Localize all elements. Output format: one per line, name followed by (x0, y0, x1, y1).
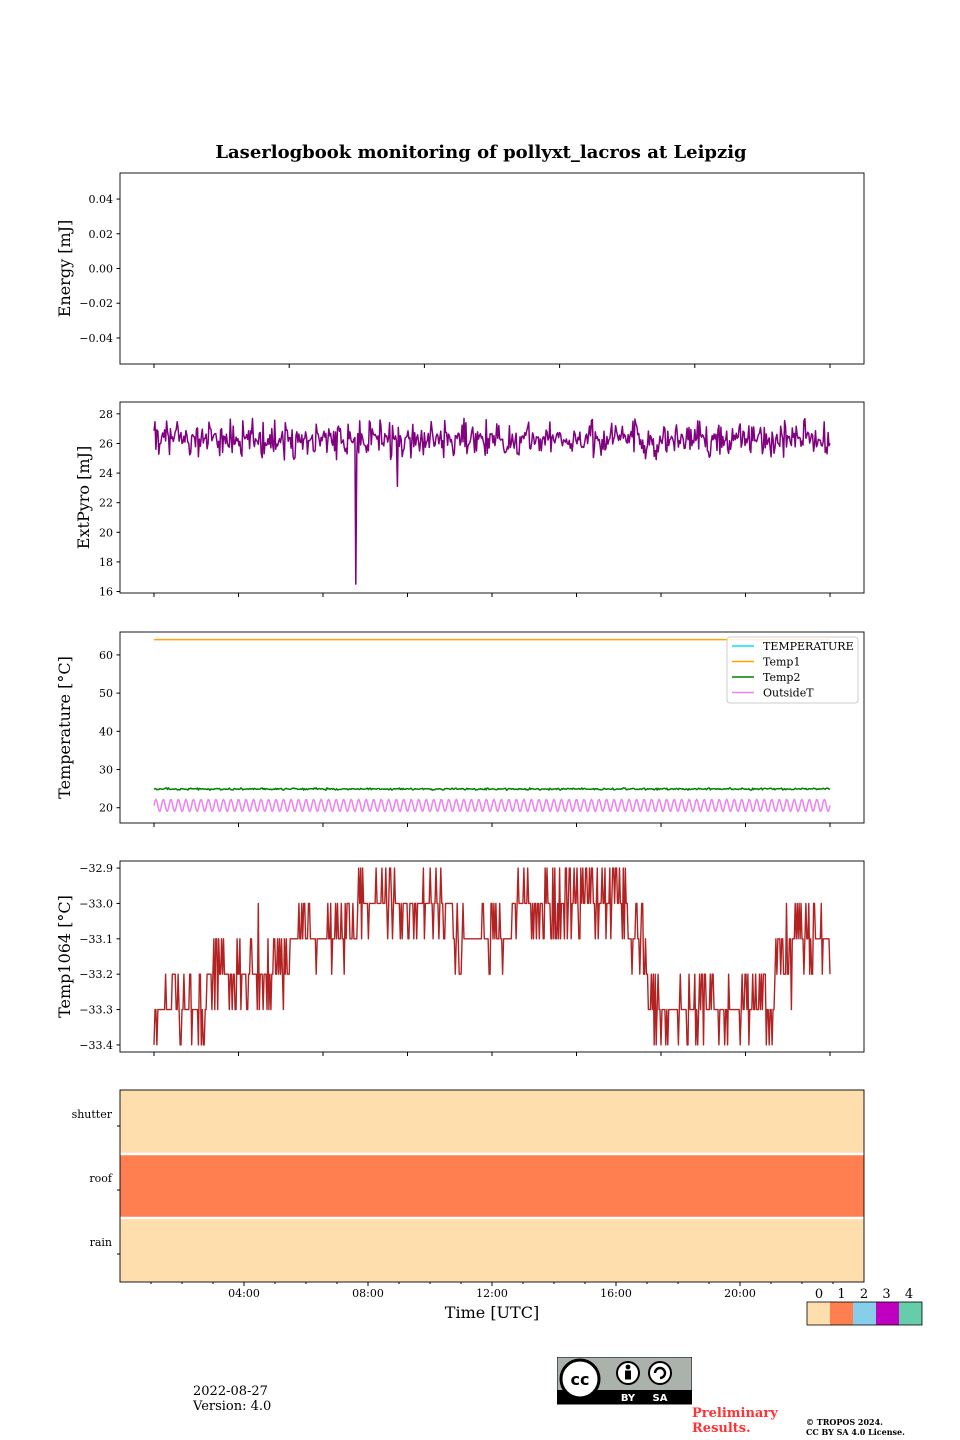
preliminary-results-note: Preliminary Results. (692, 1406, 778, 1436)
y-tick-label: 26 (99, 437, 113, 450)
x-tick-label: 08:00 (352, 1287, 384, 1300)
y-tick-label: 0.04 (89, 193, 114, 206)
panel-4: −32.9 −33.0 −33.1 −33.2 −33.3 −33.4 Temp1064 [… (55, 860, 865, 1056)
y-tick-label: 24 (99, 467, 113, 480)
cc-logo-icon (559, 1358, 601, 1400)
date-label: 2022-08-27 (193, 1384, 268, 1399)
cc-by-sa-license-badge: cc BY SA (557, 1357, 692, 1405)
y-tick-label: 40 (99, 725, 113, 738)
y-tick-label: 30 (99, 764, 113, 777)
series-line-outsidet (153, 798, 831, 813)
badge-sa-label: SA (653, 1393, 668, 1404)
status-row-roof (120, 1154, 864, 1218)
y-tick-label: −33.0 (79, 897, 113, 910)
panel-5: shutter roof rain 04:00 08:00 12:00 16:00 20:00… (72, 1089, 923, 1326)
y-tick-label: 20 (99, 802, 113, 815)
y-tick-label: 50 (99, 687, 113, 700)
y-axis-label: ExtPyro [mJ] (74, 446, 93, 549)
row-label-roof: roof (89, 1172, 113, 1185)
copyright-note: © TROPOS 2024. CC BY SA 4.0 License. (806, 1417, 905, 1437)
legend-box (726, 636, 859, 704)
preliminary-line-2: Results. (692, 1421, 751, 1436)
colorbar-cell-3 (876, 1302, 899, 1325)
status-row-rain (120, 1218, 864, 1282)
series-line-temp2 (153, 787, 831, 791)
y-tick-label: −32.9 (79, 862, 113, 875)
colorbar-cell-4 (899, 1302, 922, 1325)
badge-by-label: BY (621, 1393, 636, 1404)
legend-label-outsidet: OutsideT (763, 687, 814, 700)
status-row-shutter (120, 1090, 864, 1154)
colorbar-label-3: 3 (882, 1287, 890, 1302)
y-tick-label: −33.3 (79, 1004, 113, 1017)
row-label-shutter: shutter (72, 1108, 113, 1121)
copyright-line-2: CC BY SA 4.0 License. (806, 1427, 905, 1437)
axes-frame (119, 860, 865, 1053)
y-axis-label: Temperature [°C] (55, 656, 74, 799)
axes-frame (119, 172, 865, 365)
y-tick-label: 28 (99, 408, 113, 421)
x-tick-label: 12:00 (476, 1287, 508, 1300)
colorbar-label-0: 0 (815, 1287, 823, 1302)
x-tick-label: 04:00 (228, 1287, 260, 1300)
row-label-rain: rain (90, 1236, 112, 1249)
y-tick-label: −33.1 (79, 933, 113, 946)
series-line-panel2 (153, 417, 831, 585)
legend-label-temperature: TEMPERATURE (763, 640, 854, 653)
svg-text:cc: cc (571, 1370, 590, 1389)
x-axis-label: Time [UTC] (445, 1303, 539, 1322)
x-tick-label: 20:00 (724, 1287, 756, 1300)
legend-label-temp1: Temp1 (763, 656, 800, 669)
colorbar-frame (806, 1301, 923, 1326)
y-tick-label: 20 (99, 526, 113, 539)
figure-title: Laserlogbook monitoring of pollyxt_lacro… (215, 142, 747, 163)
colorbar-cell-0 (807, 1302, 830, 1325)
panel-3: 60 50 40 30 20 Temperature [°C] TEMPERATURE Tem… (55, 631, 865, 827)
y-tick-label: 16 (99, 586, 113, 599)
series-line-panel4 (153, 867, 831, 1046)
date-version-block: 2022-08-27 Version: 4.0 (193, 1384, 271, 1414)
colorbar-label-2: 2 (860, 1287, 868, 1302)
y-tick-label: −33.2 (79, 968, 113, 981)
colorbar-label-1: 1 (837, 1287, 845, 1302)
share-alike-icon (648, 1361, 672, 1385)
colorbar-label-4: 4 (905, 1287, 913, 1302)
colorbar-cell-1 (830, 1302, 853, 1325)
y-axis-label: Temp1064 [°C] (55, 895, 74, 1018)
y-tick-label: −0.02 (79, 297, 113, 310)
y-tick-label: 60 (99, 649, 113, 662)
colorbar-cell-2 (853, 1302, 876, 1325)
version-label: Version: 4.0 (193, 1399, 272, 1414)
y-tick-label: −0.04 (79, 332, 113, 345)
preliminary-line-1: Preliminary (692, 1406, 778, 1421)
panel-2: 28 26 24 22 20 18 16 ExtPyro [mJ] (74, 401, 865, 599)
y-tick-label: 0.00 (89, 263, 114, 276)
y-tick-label: −33.4 (79, 1039, 113, 1052)
y-tick-label: 22 (99, 497, 113, 510)
legend: TEMPERATURE Temp1 Temp2 OutsideT (726, 636, 859, 704)
x-tick-label: 16:00 (600, 1287, 632, 1300)
copyright-line-1: © TROPOS 2024. (806, 1417, 883, 1427)
y-tick-label: 0.02 (89, 228, 114, 241)
y-axis-label: Energy [mJ] (55, 220, 74, 318)
panel-1: 0.04 0.02 0.00 −0.02 −0.04 Energy [mJ] (55, 172, 865, 368)
y-tick-label: 18 (99, 556, 113, 569)
legend-label-temp2: Temp2 (763, 671, 800, 684)
